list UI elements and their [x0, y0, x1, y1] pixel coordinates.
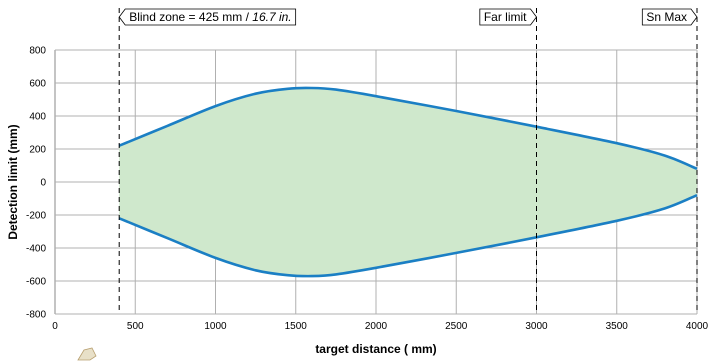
marker-label: Sn Max: [646, 10, 687, 24]
x-tick-label: 4000: [686, 321, 708, 332]
marker-label: Far limit: [484, 10, 527, 24]
marker-callout-box: [118, 8, 297, 26]
x-tick-label: 3500: [606, 321, 629, 332]
y-tick-label: 200: [29, 145, 46, 156]
y-axis-title: Detection limit (mm): [6, 124, 20, 239]
y-tick-label: 600: [29, 79, 46, 90]
y-tick-label: 800: [29, 46, 46, 57]
tick-labels: 0 500 1000 1500 2000 2500 3000 3500 400080060040…: [26, 46, 708, 333]
x-tick-label: 0: [52, 321, 58, 332]
y-tick-label: -600: [26, 277, 46, 288]
y-tick-label: 0: [40, 178, 46, 189]
x-tick-label: 2000: [365, 321, 388, 332]
y-tick-label: -400: [26, 244, 46, 255]
small-arrow-icon: [77, 347, 97, 361]
x-tick-label: 1500: [285, 321, 308, 332]
y-tick-label: -800: [26, 310, 46, 321]
lower-limit-line: [118, 193, 698, 278]
detection-zone-fill: [119, 87, 697, 277]
x-tick-label: 500: [127, 321, 144, 332]
x-tick-label: 3000: [525, 321, 548, 332]
detection-area: [118, 86, 698, 278]
x-tick-label: 1000: [204, 321, 227, 332]
y-tick-label: 400: [29, 112, 46, 123]
x-axis-title: target distance ( mm): [315, 342, 436, 356]
marker-lines: Blind zone = 425 mm / 16.7 in. Far limit S…: [118, 8, 698, 314]
marker-label: Blind zone = 425 mm / 16.7 in.: [129, 10, 291, 24]
marker-callout-box: [479, 8, 537, 26]
marker-callout-box: [641, 8, 698, 26]
y-tick-label: -200: [26, 211, 46, 222]
x-tick-label: 2500: [445, 321, 468, 332]
upper-limit-line: [118, 86, 698, 171]
